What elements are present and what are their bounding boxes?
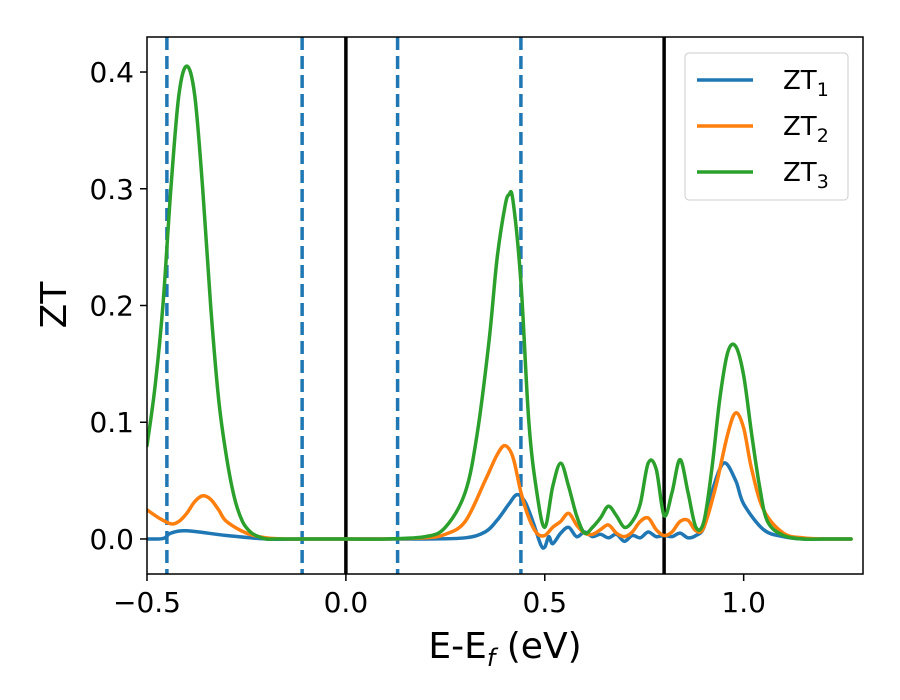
y-tick-label: 0.2 — [89, 290, 134, 323]
legend-label-zt2: ZT2 — [783, 112, 829, 147]
series-layer — [147, 64, 853, 550]
x-tick-label: 0.0 — [324, 586, 369, 619]
x-axis-ticks: −0.5 0.0 0.5 1.0 — [113, 574, 766, 619]
x-tick-label: 0.5 — [523, 586, 568, 619]
plot-frame — [146, 36, 864, 575]
x-axis-label: E-Ef (eV) — [428, 626, 581, 672]
y-tick-label: 0.4 — [89, 56, 134, 89]
y-tick-label: 0.3 — [89, 173, 134, 206]
legend-label-zt3: ZT3 — [783, 158, 829, 193]
y-axis-ticks: 0.0 0.1 0.2 0.3 0.4 — [89, 56, 147, 556]
series-line-zt2 — [147, 411, 853, 541]
y-tick-label: 0.0 — [89, 523, 134, 556]
legend-box — [684, 52, 849, 201]
legend-label-zt1: ZT1 — [783, 66, 829, 101]
x-tick-label: −0.5 — [113, 586, 181, 619]
series-line-zt3 — [147, 64, 853, 541]
y-axis-label: ZT — [34, 281, 75, 329]
reference-lines — [165, 37, 666, 574]
legend: ZT1 ZT2 ZT3 — [684, 52, 849, 201]
y-tick-label: 0.1 — [89, 406, 134, 439]
x-tick-label: 1.0 — [721, 586, 766, 619]
